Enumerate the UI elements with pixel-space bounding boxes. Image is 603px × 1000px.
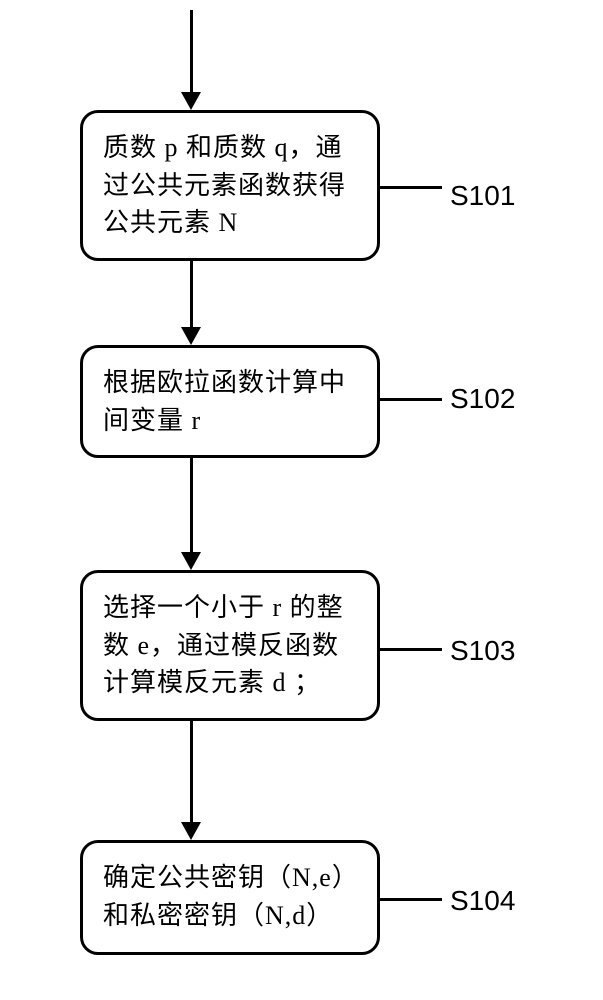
arrow-head-icon (181, 552, 201, 570)
step-label-s104: S104 (450, 885, 515, 917)
flow-step-s104: 确定公共密钥（N,e）和私密密钥（N,d） (80, 840, 380, 955)
arrow-head-icon (181, 92, 201, 110)
arrow-shaft (190, 260, 193, 330)
label-connector (380, 186, 442, 189)
flow-step-text: 确定公共密钥（N,e）和私密密钥（N,d） (103, 859, 357, 934)
step-label-s101: S101 (450, 180, 515, 212)
label-connector (380, 898, 442, 901)
arrow-shaft (190, 455, 193, 555)
arrow-shaft (190, 10, 193, 95)
flow-step-text: 质数 p 和质数 q，通过公共元素函数获得公共元素 N (103, 129, 357, 242)
label-connector (380, 648, 442, 651)
arrow-shaft (190, 720, 193, 825)
label-connector (380, 398, 442, 401)
flow-step-s102: 根据欧拉函数计算中间变量 r (80, 345, 380, 458)
arrow-head-icon (181, 327, 201, 345)
arrow-head-icon (181, 822, 201, 840)
flow-step-s101: 质数 p 和质数 q，通过公共元素函数获得公共元素 N (80, 110, 380, 261)
flow-step-text: 选择一个小于 r 的整数 e，通过模反函数计算模反元素 d ； (103, 589, 357, 702)
flow-step-s103: 选择一个小于 r 的整数 e，通过模反函数计算模反元素 d ； (80, 570, 380, 721)
step-label-s102: S102 (450, 383, 515, 415)
flow-step-text: 根据欧拉函数计算中间变量 r (103, 364, 357, 439)
step-label-s103: S103 (450, 635, 515, 667)
